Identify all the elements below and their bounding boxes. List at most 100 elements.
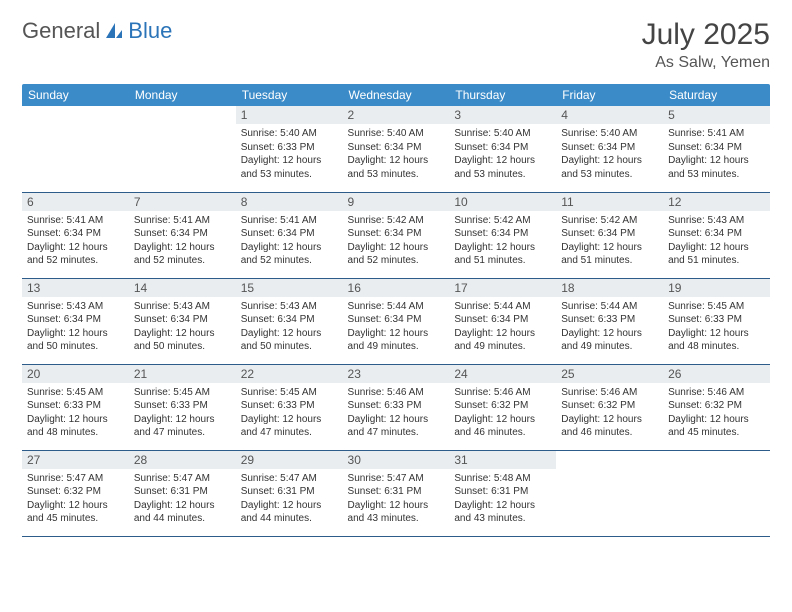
calendar-cell: .. [129, 106, 236, 192]
calendar-cell: 2Sunrise: 5:40 AMSunset: 6:34 PMDaylight… [343, 106, 450, 192]
day-info: Sunrise: 5:43 AMSunset: 6:34 PMDaylight:… [663, 211, 770, 273]
day-info: Sunrise: 5:42 AMSunset: 6:34 PMDaylight:… [449, 211, 556, 273]
calendar-cell: 7Sunrise: 5:41 AMSunset: 6:34 PMDaylight… [129, 192, 236, 278]
day-number: 12 [663, 193, 770, 211]
day-info: Sunrise: 5:40 AMSunset: 6:34 PMDaylight:… [556, 124, 663, 186]
calendar-cell: 26Sunrise: 5:46 AMSunset: 6:32 PMDayligh… [663, 364, 770, 450]
day-number: 22 [236, 365, 343, 383]
calendar-body: ....1Sunrise: 5:40 AMSunset: 6:33 PMDayl… [22, 106, 770, 536]
weekday-header: Wednesday [343, 84, 450, 106]
day-number: 10 [449, 193, 556, 211]
day-info: Sunrise: 5:41 AMSunset: 6:34 PMDaylight:… [129, 211, 236, 273]
day-info: Sunrise: 5:44 AMSunset: 6:34 PMDaylight:… [343, 297, 450, 359]
day-number: 11 [556, 193, 663, 211]
location-text: As Salw, Yemen [642, 54, 770, 72]
day-number: 5 [663, 106, 770, 124]
title-block: July 2025 As Salw, Yemen [642, 18, 770, 72]
day-info: Sunrise: 5:43 AMSunset: 6:34 PMDaylight:… [129, 297, 236, 359]
day-number: 7 [129, 193, 236, 211]
calendar-cell: 8Sunrise: 5:41 AMSunset: 6:34 PMDaylight… [236, 192, 343, 278]
day-number: 26 [663, 365, 770, 383]
calendar-cell: 10Sunrise: 5:42 AMSunset: 6:34 PMDayligh… [449, 192, 556, 278]
calendar-row: 13Sunrise: 5:43 AMSunset: 6:34 PMDayligh… [22, 278, 770, 364]
day-info: Sunrise: 5:40 AMSunset: 6:34 PMDaylight:… [449, 124, 556, 186]
calendar-row: 6Sunrise: 5:41 AMSunset: 6:34 PMDaylight… [22, 192, 770, 278]
day-number: 19 [663, 279, 770, 297]
day-number: 30 [343, 451, 450, 469]
day-info: Sunrise: 5:47 AMSunset: 6:31 PMDaylight:… [129, 469, 236, 531]
day-info: Sunrise: 5:45 AMSunset: 6:33 PMDaylight:… [236, 383, 343, 445]
day-number: 9 [343, 193, 450, 211]
day-info: Sunrise: 5:47 AMSunset: 6:31 PMDaylight:… [236, 469, 343, 531]
day-info: Sunrise: 5:40 AMSunset: 6:34 PMDaylight:… [343, 124, 450, 186]
calendar-cell: 31Sunrise: 5:48 AMSunset: 6:31 PMDayligh… [449, 450, 556, 536]
day-info: Sunrise: 5:41 AMSunset: 6:34 PMDaylight:… [22, 211, 129, 273]
calendar-cell: 13Sunrise: 5:43 AMSunset: 6:34 PMDayligh… [22, 278, 129, 364]
calendar-cell: 28Sunrise: 5:47 AMSunset: 6:31 PMDayligh… [129, 450, 236, 536]
calendar-cell: 22Sunrise: 5:45 AMSunset: 6:33 PMDayligh… [236, 364, 343, 450]
day-number: 29 [236, 451, 343, 469]
day-info: Sunrise: 5:46 AMSunset: 6:33 PMDaylight:… [343, 383, 450, 445]
day-number: 3 [449, 106, 556, 124]
calendar-cell: 5Sunrise: 5:41 AMSunset: 6:34 PMDaylight… [663, 106, 770, 192]
calendar-cell: 17Sunrise: 5:44 AMSunset: 6:34 PMDayligh… [449, 278, 556, 364]
day-info: Sunrise: 5:41 AMSunset: 6:34 PMDaylight:… [236, 211, 343, 273]
day-number: 25 [556, 365, 663, 383]
day-number: 15 [236, 279, 343, 297]
weekday-header-row: SundayMondayTuesdayWednesdayThursdayFrid… [22, 84, 770, 106]
day-number: 21 [129, 365, 236, 383]
day-info: Sunrise: 5:45 AMSunset: 6:33 PMDaylight:… [129, 383, 236, 445]
calendar-cell: 15Sunrise: 5:43 AMSunset: 6:34 PMDayligh… [236, 278, 343, 364]
day-number: 13 [22, 279, 129, 297]
day-info: Sunrise: 5:42 AMSunset: 6:34 PMDaylight:… [343, 211, 450, 273]
calendar-cell: 6Sunrise: 5:41 AMSunset: 6:34 PMDaylight… [22, 192, 129, 278]
day-number: 23 [343, 365, 450, 383]
day-info: Sunrise: 5:44 AMSunset: 6:33 PMDaylight:… [556, 297, 663, 359]
brand-logo: General Blue [22, 18, 172, 44]
day-info: Sunrise: 5:46 AMSunset: 6:32 PMDaylight:… [663, 383, 770, 445]
weekday-header: Thursday [449, 84, 556, 106]
calendar-cell: .. [22, 106, 129, 192]
day-info: Sunrise: 5:40 AMSunset: 6:33 PMDaylight:… [236, 124, 343, 186]
day-info: Sunrise: 5:45 AMSunset: 6:33 PMDaylight:… [663, 297, 770, 359]
calendar-cell: 1Sunrise: 5:40 AMSunset: 6:33 PMDaylight… [236, 106, 343, 192]
calendar-cell: 25Sunrise: 5:46 AMSunset: 6:32 PMDayligh… [556, 364, 663, 450]
day-info: Sunrise: 5:42 AMSunset: 6:34 PMDaylight:… [556, 211, 663, 273]
day-number: 6 [22, 193, 129, 211]
day-number: 8 [236, 193, 343, 211]
weekday-header: Sunday [22, 84, 129, 106]
day-info: Sunrise: 5:43 AMSunset: 6:34 PMDaylight:… [236, 297, 343, 359]
page-header: General Blue July 2025 As Salw, Yemen [22, 18, 770, 72]
day-number: 16 [343, 279, 450, 297]
brand-text-2: Blue [128, 18, 172, 44]
weekday-header: Tuesday [236, 84, 343, 106]
day-number: 14 [129, 279, 236, 297]
day-info: Sunrise: 5:43 AMSunset: 6:34 PMDaylight:… [22, 297, 129, 359]
calendar-table: SundayMondayTuesdayWednesdayThursdayFrid… [22, 84, 770, 537]
calendar-cell: 23Sunrise: 5:46 AMSunset: 6:33 PMDayligh… [343, 364, 450, 450]
day-number: 18 [556, 279, 663, 297]
day-number: 4 [556, 106, 663, 124]
day-number: 1 [236, 106, 343, 124]
calendar-cell: .. [556, 450, 663, 536]
day-info: Sunrise: 5:45 AMSunset: 6:33 PMDaylight:… [22, 383, 129, 445]
weekday-header: Monday [129, 84, 236, 106]
calendar-cell: 21Sunrise: 5:45 AMSunset: 6:33 PMDayligh… [129, 364, 236, 450]
calendar-row: 27Sunrise: 5:47 AMSunset: 6:32 PMDayligh… [22, 450, 770, 536]
day-info: Sunrise: 5:46 AMSunset: 6:32 PMDaylight:… [449, 383, 556, 445]
day-number: 24 [449, 365, 556, 383]
calendar-cell: 30Sunrise: 5:47 AMSunset: 6:31 PMDayligh… [343, 450, 450, 536]
calendar-cell: .. [663, 450, 770, 536]
calendar-cell: 4Sunrise: 5:40 AMSunset: 6:34 PMDaylight… [556, 106, 663, 192]
calendar-cell: 29Sunrise: 5:47 AMSunset: 6:31 PMDayligh… [236, 450, 343, 536]
month-title: July 2025 [642, 18, 770, 52]
calendar-row: 20Sunrise: 5:45 AMSunset: 6:33 PMDayligh… [22, 364, 770, 450]
day-number: 28 [129, 451, 236, 469]
sail-icon [104, 21, 124, 41]
calendar-cell: 27Sunrise: 5:47 AMSunset: 6:32 PMDayligh… [22, 450, 129, 536]
day-info: Sunrise: 5:47 AMSunset: 6:31 PMDaylight:… [343, 469, 450, 531]
day-number: 2 [343, 106, 450, 124]
calendar-cell: 24Sunrise: 5:46 AMSunset: 6:32 PMDayligh… [449, 364, 556, 450]
calendar-cell: 9Sunrise: 5:42 AMSunset: 6:34 PMDaylight… [343, 192, 450, 278]
day-info: Sunrise: 5:41 AMSunset: 6:34 PMDaylight:… [663, 124, 770, 186]
